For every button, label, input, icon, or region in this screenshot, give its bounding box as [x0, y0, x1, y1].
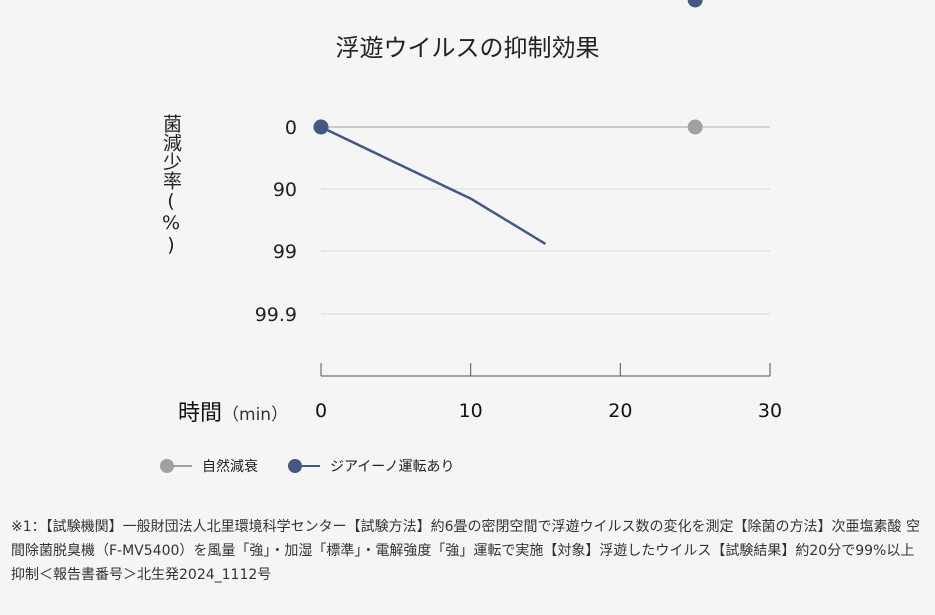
- legend-item-natural-decay: 自然減衰: [160, 456, 258, 476]
- y-tick-label: 0: [285, 117, 297, 139]
- footnote: ※1：【試験機関】一般財団法人北里環境科学センター【試験方法】約6畳の密閉空間で…: [11, 519, 920, 583]
- x-axis-unit: （min）: [222, 405, 289, 425]
- legend: 自然減衰 ジアイーノ運転あり: [160, 456, 454, 476]
- y-tick-label: 99: [273, 241, 297, 263]
- legend-marker-natural-decay: [160, 458, 192, 474]
- data-point: [687, 0, 703, 8]
- series-line: [320, 125, 547, 246]
- legend-label-natural-decay: 自然減衰: [202, 459, 258, 475]
- legend-label-ziaino: ジアイーノ運転あり: [330, 459, 455, 475]
- chart-title: 浮遊ウイルスの抑制効果: [335, 34, 600, 62]
- x-axis-title: 時間: [178, 401, 223, 426]
- x-tick-label: 10: [459, 400, 483, 422]
- x-tick-label: 20: [608, 400, 632, 422]
- x-tick-label: 30: [758, 400, 782, 422]
- y-tick-label: 99.9: [255, 304, 297, 326]
- x-tick-label: 0: [315, 400, 327, 422]
- x-axis-label: 時間（min）: [178, 395, 288, 427]
- data-point: [313, 119, 329, 135]
- legend-item-ziaino: ジアイーノ運転あり: [288, 456, 454, 476]
- legend-marker-ziaino: [288, 458, 320, 474]
- data-point: [687, 119, 703, 135]
- y-axis-label: 菌減少率(%): [160, 114, 182, 256]
- y-tick-label: 90: [273, 179, 297, 201]
